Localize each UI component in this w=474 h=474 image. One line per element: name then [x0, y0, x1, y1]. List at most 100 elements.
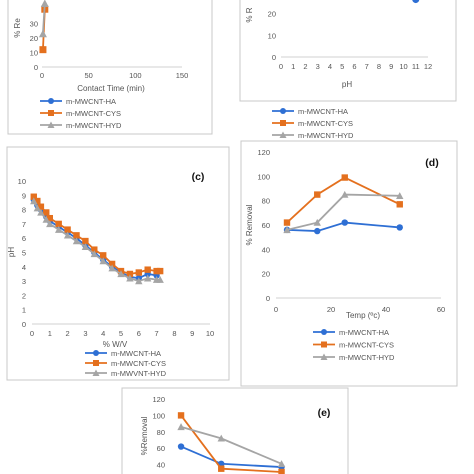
panel-ph-frame: [239, 0, 457, 102]
y-tick-label: 6: [22, 234, 26, 243]
legend-label: m-MWCNT-HYD: [339, 353, 395, 362]
data-point: [177, 412, 185, 419]
panel-d-frame: [240, 140, 458, 387]
y-axis-label: % Re: [13, 18, 22, 38]
legend-marker: [48, 98, 54, 104]
x-tick-label: 11: [412, 62, 420, 71]
y-tick-label: 120: [257, 148, 270, 157]
data-point: [81, 243, 90, 250]
x-tick-label: 9: [190, 329, 194, 338]
y-tick-label: 60: [157, 444, 165, 453]
panel-title: (e): [318, 407, 331, 419]
x-axis-label: pH: [342, 80, 352, 89]
legend-label: m-MWCNT-CYS: [111, 359, 166, 368]
x-tick-label: 0: [30, 329, 34, 338]
x-tick-label: 6: [137, 329, 141, 338]
x-tick-label: 8: [377, 62, 381, 71]
y-tick-label: 20: [262, 270, 270, 279]
legend-label: m-MWCNT-HA: [298, 107, 348, 116]
data-point: [39, 46, 47, 54]
y-tick-label: 3: [22, 277, 26, 286]
data-point: [30, 193, 37, 200]
data-point: [73, 232, 80, 239]
legend-marker: [93, 350, 99, 356]
x-axis-label: Contact Time (min): [77, 84, 145, 93]
x-tick-label: 5: [119, 329, 123, 338]
x-tick-label: 100: [129, 71, 142, 80]
y-tick-label: 10: [30, 49, 38, 58]
data-point: [40, 0, 49, 7]
x-tick-label: 0: [40, 71, 44, 80]
data-point: [314, 191, 321, 198]
data-point: [277, 460, 286, 467]
data-point: [46, 220, 54, 228]
x-tick-label: 0: [274, 305, 278, 314]
y-tick-label: 100: [257, 172, 270, 181]
y-tick-label: 2: [22, 291, 26, 300]
y-axis-label: %Removal: [140, 416, 149, 455]
x-tick-label: 8: [172, 329, 176, 338]
legend-marker: [321, 341, 327, 348]
x-axis-label: Temp (ºc): [346, 311, 380, 320]
x-tick-label: 3: [316, 62, 320, 71]
x-tick-label: 20: [327, 305, 335, 314]
y-tick-label: 80: [262, 197, 270, 206]
x-tick-label: 3: [83, 329, 87, 338]
data-point: [156, 267, 164, 275]
legend-label: m-MWCNT-CYS: [339, 341, 394, 350]
y-tick-label: 0: [22, 320, 26, 329]
legend-label: m-MWCNT-CYS: [298, 119, 353, 128]
y-tick-label: 10: [268, 31, 276, 40]
y-tick-label: 10: [18, 177, 26, 186]
data-point: [135, 269, 142, 276]
data-point: [126, 270, 134, 278]
data-point: [55, 220, 62, 228]
data-point: [341, 190, 349, 198]
data-point: [278, 468, 285, 474]
data-point: [99, 257, 107, 265]
data-point: [177, 423, 185, 431]
legend-marker: [320, 353, 328, 360]
x-tick-label: 60: [437, 305, 445, 314]
x-tick-label: 10: [399, 62, 407, 71]
data-point: [72, 237, 81, 245]
y-tick-label: 8: [22, 206, 26, 215]
data-point: [37, 208, 45, 216]
x-tick-label: 9: [389, 62, 393, 71]
series-line-0: [286, 221, 400, 232]
data-point: [33, 204, 42, 212]
panel-e-frame: [121, 387, 349, 474]
data-point: [100, 252, 107, 259]
data-point: [34, 197, 41, 205]
x-tick-label: 50: [84, 71, 92, 80]
y-tick-label: 0: [34, 63, 38, 72]
data-point: [153, 267, 160, 275]
legend-marker: [280, 120, 286, 126]
x-tick-label: 2: [66, 329, 70, 338]
data-point: [108, 264, 116, 272]
data-point: [283, 219, 291, 226]
y-tick-label: 60: [262, 221, 270, 230]
data-point: [283, 226, 291, 234]
data-point: [144, 274, 152, 282]
data-point: [126, 274, 134, 282]
legend-label: m-MWCNT-HA: [66, 97, 116, 106]
legend-label: m-MWCNT-CYS: [66, 109, 121, 118]
x-tick-label: 12: [424, 62, 432, 71]
legend-label: m-MWCNT-HA: [111, 349, 161, 358]
legend-marker: [48, 110, 54, 116]
y-tick-label: 1: [22, 306, 26, 315]
data-point: [396, 192, 404, 199]
legend-marker: [279, 131, 287, 138]
y-tick-label: 30: [30, 20, 38, 29]
x-tick-label: 5: [340, 62, 344, 71]
data-point: [117, 270, 125, 278]
x-tick-label: 1: [48, 329, 52, 338]
x-tick-label: 1: [291, 62, 295, 71]
y-tick-label: 120: [152, 395, 165, 404]
x-tick-label: 40: [382, 305, 390, 314]
data-point: [37, 203, 45, 210]
y-tick-label: 9: [22, 191, 26, 200]
legend-marker: [280, 108, 286, 114]
